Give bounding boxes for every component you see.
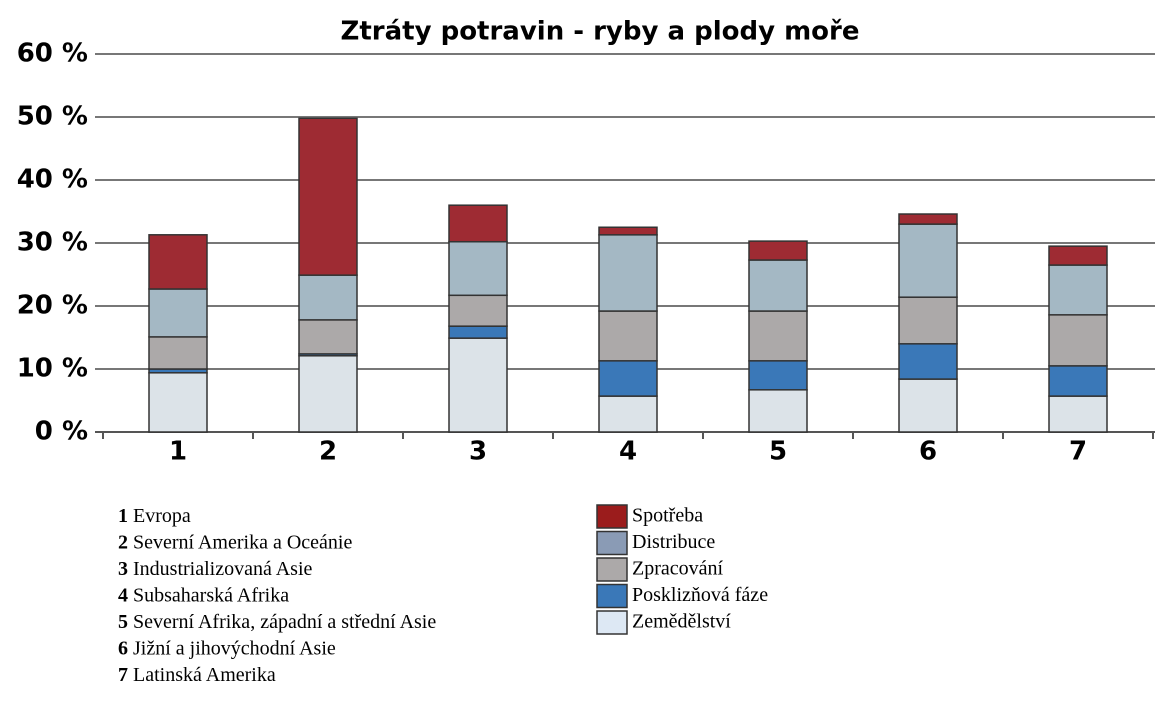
legend-label: Distribuce: [632, 531, 715, 553]
bar-segment: [598, 360, 658, 397]
region-name: Evropa: [133, 505, 191, 527]
bar-segment: [1048, 245, 1108, 266]
bar-segment: [898, 296, 958, 345]
bar-segment: [598, 310, 658, 362]
legend-label: Posklizňová fáze: [632, 584, 768, 606]
bar-segment: [1048, 395, 1108, 433]
y-tick-label: 50 %: [17, 102, 88, 132]
x-tick-label: 4: [619, 437, 637, 467]
y-tick-label: 60 %: [17, 39, 88, 69]
legend-label: Zemědělství: [632, 611, 731, 633]
y-tick-label: 0 %: [35, 417, 88, 447]
region-name: Subsaharská Afrika: [133, 584, 289, 606]
region-name: Latinská Amerika: [133, 664, 276, 686]
bar-segment: [298, 117, 358, 276]
legend-swatch: [596, 610, 628, 635]
y-tick-label: 20 %: [17, 291, 88, 321]
bar-segment: [898, 343, 958, 380]
bar-segment: [598, 395, 658, 433]
legend-swatch: [596, 583, 628, 609]
bar-segment: [448, 325, 508, 339]
region-legend-entry: 5 Severní Afrika, západní a střední Asie: [118, 611, 436, 633]
bar-segment: [1048, 314, 1108, 367]
region-legend-entry: 3 Industrializovaná Asie: [118, 558, 313, 580]
bar-segment: [148, 336, 208, 370]
legend-swatch: [596, 530, 628, 556]
bar-segment: [748, 240, 808, 261]
legend-swatch: [596, 557, 628, 582]
region-number: 7: [118, 664, 128, 686]
y-tick-label: 30 %: [17, 228, 88, 258]
region-number: 3: [118, 558, 128, 580]
bar-segment: [748, 360, 808, 391]
x-tick-label: 3: [469, 437, 487, 467]
bar-segment: [898, 378, 958, 433]
bar-segment: [298, 319, 358, 355]
region-number: 5: [118, 611, 128, 633]
x-tick-label: 7: [1069, 437, 1087, 467]
region-number: 1: [118, 505, 128, 527]
bar-segment: [148, 288, 208, 338]
legend-swatch: [596, 504, 628, 529]
bar-segment: [748, 259, 808, 312]
x-tick-label: 1: [169, 437, 187, 467]
bar-segment: [298, 355, 358, 433]
region-legend-entry: 1 Evropa: [118, 505, 191, 527]
bar-segment: [898, 213, 958, 225]
bar-segment: [898, 223, 958, 298]
bar-segment: [1048, 264, 1108, 316]
bar-segment: [748, 310, 808, 362]
bar-segment: [448, 294, 508, 327]
x-tick-label: 5: [769, 437, 787, 467]
chart-title: Ztráty potravin - ryby a plody moře: [341, 17, 860, 47]
region-name: Severní Afrika, západní a střední Asie: [133, 611, 436, 633]
bar-segment: [748, 389, 808, 433]
region-name: Jižní a jihovýchodní Asie: [133, 637, 336, 659]
region-name: Industrializovaná Asie: [133, 558, 313, 580]
y-tick-label: 40 %: [17, 165, 88, 195]
bar-segment: [448, 240, 508, 297]
bar-segment: [148, 372, 208, 433]
x-tick-label: 2: [319, 437, 337, 467]
region-number: 4: [118, 584, 128, 606]
region-legend-entry: 7 Latinská Amerika: [118, 664, 276, 686]
region-number: 2: [118, 531, 128, 553]
x-tick-label: 6: [919, 437, 937, 467]
region-name: Severní Amerika a Oceánie: [133, 531, 352, 553]
region-legend-entry: 4 Subsaharská Afrika: [118, 584, 289, 606]
bar-segment: [298, 274, 358, 321]
bar-segment: [448, 337, 508, 433]
region-legend-entry: 2 Severní Amerika a Oceánie: [118, 531, 352, 553]
bar-segment: [598, 226, 658, 236]
bar-segment: [448, 204, 508, 243]
y-tick-label: 10 %: [17, 354, 88, 384]
region-number: 6: [118, 637, 128, 659]
legend-label: Zpracování: [632, 558, 724, 580]
bar-segment: [1048, 365, 1108, 397]
bar-segment: [148, 234, 208, 290]
legend-label: Spotřeba: [632, 505, 703, 527]
region-legend-entry: 6 Jižní a jihovýchodní Asie: [118, 637, 336, 659]
bar-segment: [598, 234, 658, 312]
